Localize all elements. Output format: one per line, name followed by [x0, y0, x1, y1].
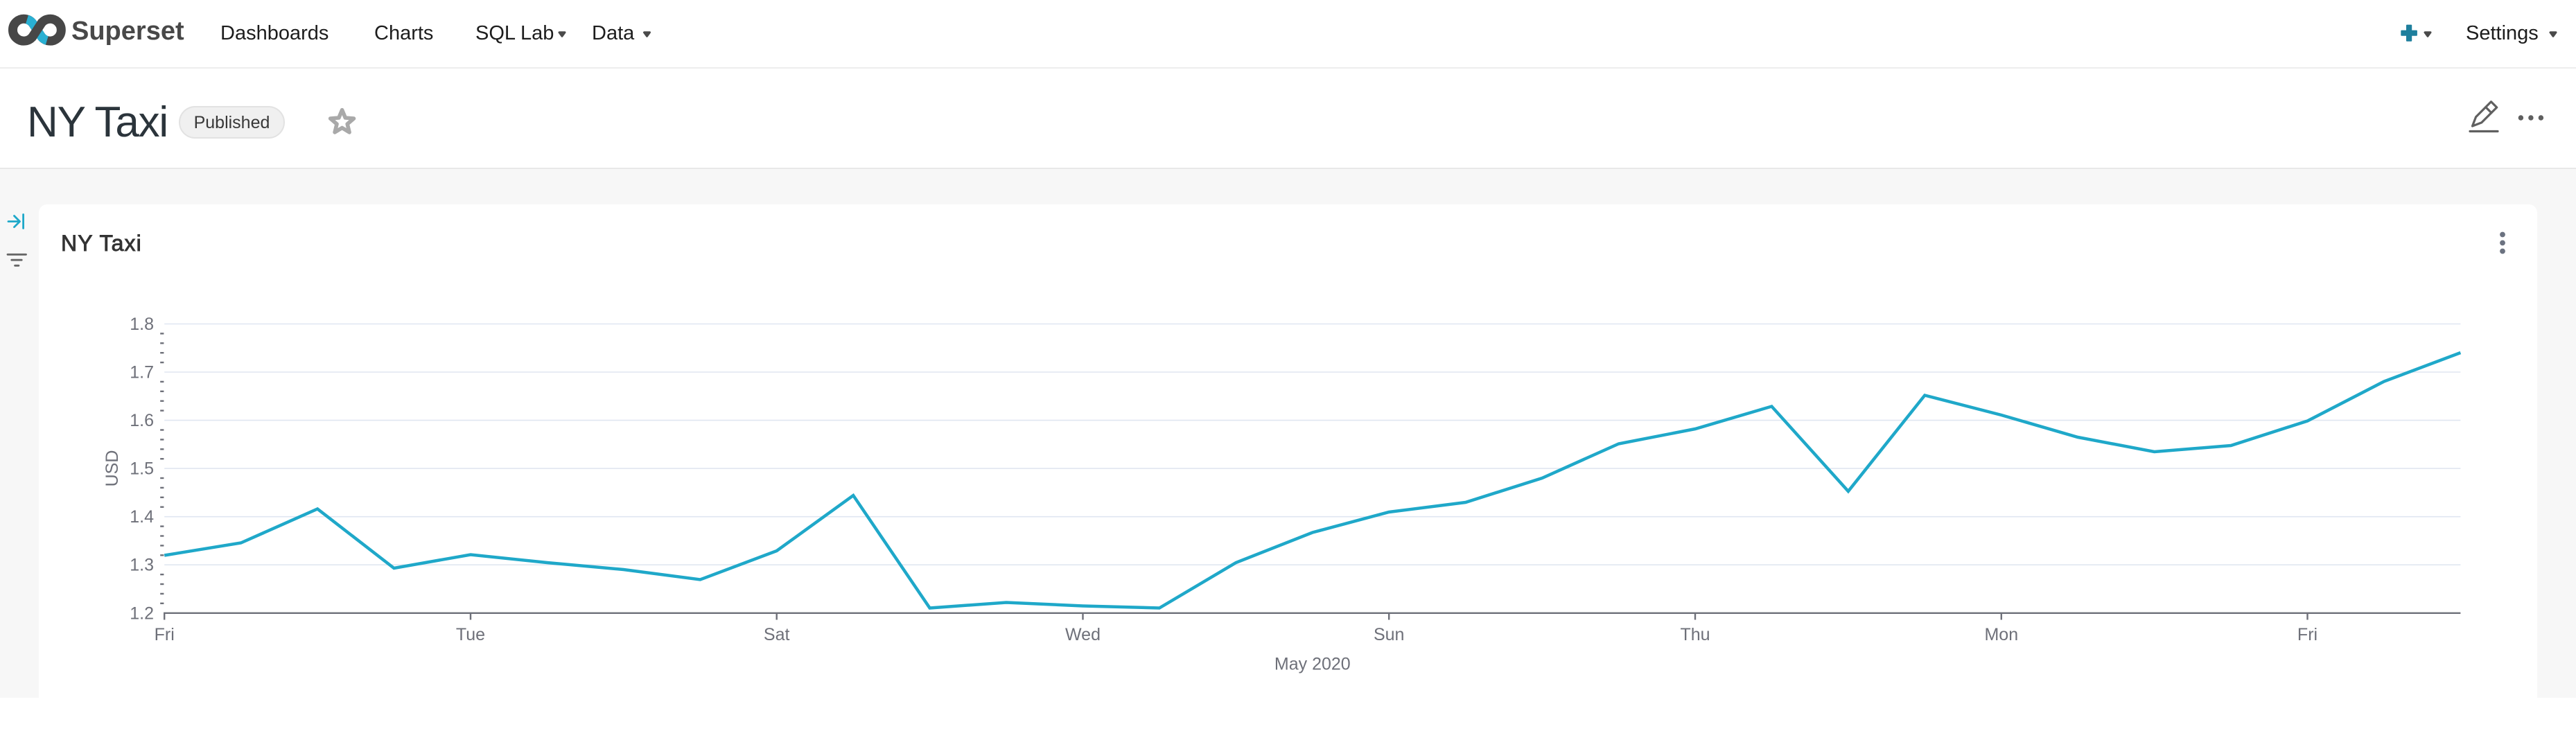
svg-text:1.4: 1.4 — [130, 507, 154, 527]
svg-text:Sun: Sun — [1374, 625, 1404, 644]
svg-text:Fri: Fri — [155, 625, 175, 644]
svg-text:Mon: Mon — [1984, 625, 2018, 644]
svg-text:1.3: 1.3 — [130, 556, 154, 575]
svg-text:USD: USD — [103, 450, 122, 487]
svg-text:1.7: 1.7 — [130, 363, 154, 382]
svg-text:Superset: Superset — [71, 17, 184, 46]
svg-text:Sat: Sat — [764, 625, 790, 644]
svg-text:Thu: Thu — [1680, 625, 1710, 644]
svg-text:1.8: 1.8 — [130, 315, 154, 334]
svg-text:Fri: Fri — [2297, 625, 2317, 644]
svg-text:1.2: 1.2 — [130, 604, 154, 623]
svg-text:Tue: Tue — [456, 625, 485, 644]
svg-text:1.5: 1.5 — [130, 459, 154, 479]
svg-text:1.6: 1.6 — [130, 411, 154, 430]
svg-text:May 2020: May 2020 — [1274, 655, 1351, 674]
svg-text:Wed: Wed — [1065, 625, 1101, 644]
